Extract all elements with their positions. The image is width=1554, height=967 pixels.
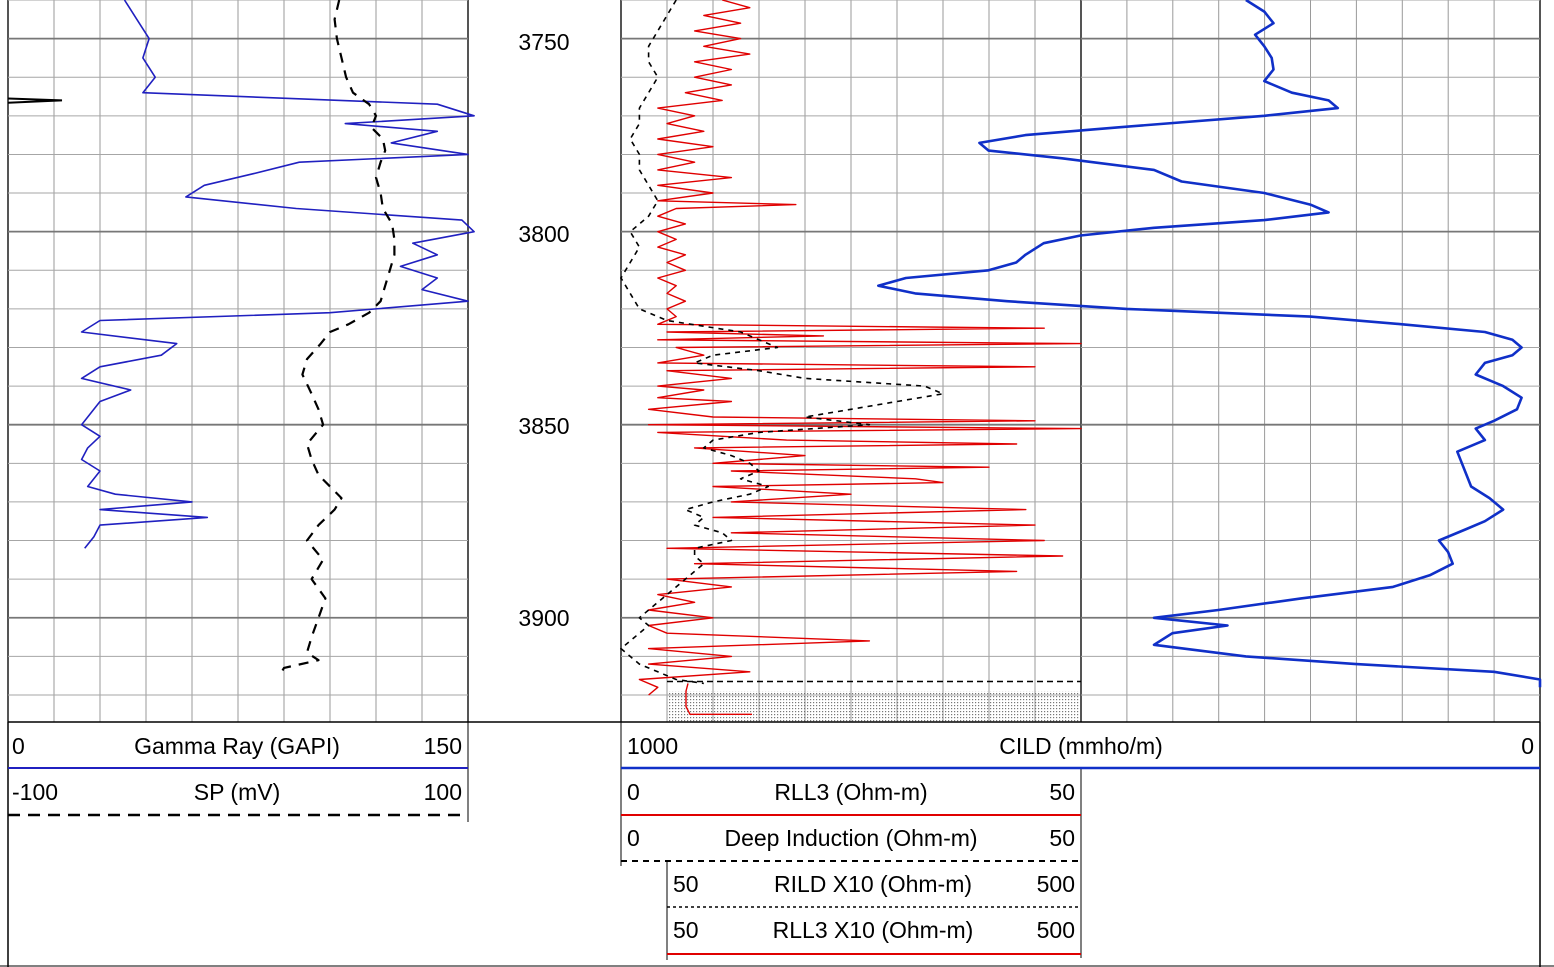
hatch-band xyxy=(667,691,1081,722)
rll3-min: 0 xyxy=(627,779,640,805)
cild-max: 0 xyxy=(1521,733,1534,759)
gamma-ray-header: 0 Gamma Ray (GAPI) 150 xyxy=(8,733,468,769)
sp-curve xyxy=(278,0,396,677)
track-headers: 0 Gamma Ray (GAPI) 150 -100 SP (mV) 100 … xyxy=(0,721,1554,967)
rild10-max: 500 xyxy=(1037,871,1075,897)
rll3-title: RLL3 (Ohm-m) xyxy=(774,779,927,805)
sp-header: -100 SP (mV) 100 xyxy=(8,779,468,817)
cild-header: 1000 CILD (mmho/m) 0 xyxy=(621,733,1540,770)
track-3-grid xyxy=(1080,0,1541,722)
gamma-ray-curve xyxy=(80,0,475,549)
depth-label: 3850 xyxy=(518,413,569,439)
rll310-title: RLL3 X10 (Ohm-m) xyxy=(773,917,974,943)
gamma-min: 0 xyxy=(12,733,25,759)
sp-max: 100 xyxy=(424,779,462,805)
depth-label: 3750 xyxy=(518,29,569,55)
rll3-header: 0 RLL3 (Ohm-m) 50 xyxy=(621,779,1081,816)
cild-curve xyxy=(876,0,1542,688)
rll310-min: 50 xyxy=(673,917,699,943)
rll3-x10-header: 50 RLL3 X10 (Ohm-m) 500 xyxy=(667,917,1081,955)
rll3-curve xyxy=(638,0,1082,696)
sp-title: SP (mV) xyxy=(194,779,280,805)
gamma-title: Gamma Ray (GAPI) xyxy=(134,733,340,759)
cild-title: CILD (mmho/m) xyxy=(999,733,1163,759)
depth-tick-labels: 3750 3800 3850 3900 xyxy=(518,29,569,631)
deep-min: 0 xyxy=(627,825,640,851)
curve-layer xyxy=(7,0,1542,715)
deep-max: 50 xyxy=(1049,825,1075,851)
deep-induction-header: 0 Deep Induction (Ohm-m) 50 xyxy=(621,825,1081,862)
rll310-max: 500 xyxy=(1037,917,1075,943)
grid-layer xyxy=(7,0,1541,722)
track-2-grid xyxy=(620,0,1082,722)
rll3-max: 50 xyxy=(1049,779,1075,805)
depth-label: 3800 xyxy=(518,221,569,247)
rild-x10-header: 50 RILD X10 (Ohm-m) 500 xyxy=(667,871,1081,908)
deep-induction-curve xyxy=(620,0,944,685)
bottom-hatch-fill xyxy=(667,680,1081,722)
rild10-title: RILD X10 (Ohm-m) xyxy=(774,871,972,897)
rild10-min: 50 xyxy=(673,871,699,897)
sp-min: -100 xyxy=(12,779,58,805)
sp-edge-spike xyxy=(7,97,63,104)
deep-title: Deep Induction (Ohm-m) xyxy=(724,825,977,851)
track-1-grid xyxy=(7,0,469,722)
rll3-x10-curve xyxy=(685,683,752,715)
cild-min: 1000 xyxy=(627,733,678,759)
gamma-max: 150 xyxy=(424,733,462,759)
depth-label: 3900 xyxy=(518,605,569,631)
